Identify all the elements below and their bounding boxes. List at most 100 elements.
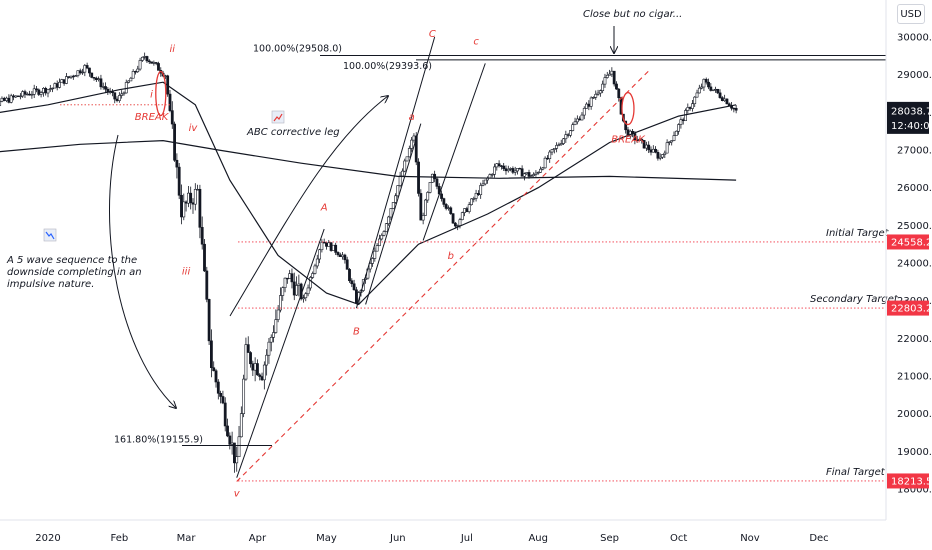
candle-up: [516, 168, 519, 172]
wave-label: iv: [189, 123, 199, 134]
candle-down: [44, 88, 48, 94]
candle-down: [451, 213, 455, 224]
current-price-label: 28038.7: [891, 106, 932, 117]
candle-down: [189, 192, 193, 204]
candle-up: [603, 77, 607, 85]
candle-down: [414, 135, 418, 163]
candle-down: [656, 151, 660, 159]
candle-up: [81, 71, 84, 74]
candle-up: [341, 254, 344, 258]
chart-note-icon-frame: [271, 110, 285, 124]
candle-up: [458, 219, 462, 226]
price-tick-label: 24000.0: [897, 259, 932, 270]
candle-up: [513, 170, 517, 173]
target-price-label: 22803.2: [891, 304, 932, 315]
candle-up: [407, 148, 411, 158]
curved-arrow: [229, 96, 388, 317]
candle-up: [529, 175, 533, 177]
candle-up: [237, 436, 241, 458]
candle-down: [12, 95, 15, 98]
candle-up: [288, 273, 292, 279]
candle-up: [460, 212, 464, 220]
target-label: Final Target: [826, 467, 886, 478]
candle-up: [428, 182, 432, 193]
wave-label: v: [234, 489, 241, 500]
target-price-tag: [887, 473, 929, 489]
wave-channel-line: [365, 123, 422, 305]
candle-up: [124, 82, 128, 94]
candle-down: [725, 98, 729, 105]
time-tick-label: Oct: [670, 533, 687, 544]
candle-down: [546, 157, 549, 160]
candle-up: [46, 89, 50, 94]
wave-channel-line: [236, 228, 325, 478]
candle-up: [644, 144, 648, 149]
candle-up: [21, 91, 25, 97]
candle-up: [76, 70, 80, 76]
candle-up: [555, 145, 559, 149]
candle-down: [168, 93, 172, 111]
candle-down: [292, 281, 296, 296]
candle-up: [276, 309, 280, 320]
candle-down: [449, 207, 453, 214]
candle-down: [256, 363, 259, 376]
candle-down: [352, 283, 356, 291]
candle-up: [569, 130, 572, 136]
price-tick-label: 22000.0: [897, 334, 932, 345]
candle-down: [233, 442, 236, 464]
chart-note-icon: [43, 228, 57, 242]
candle-down: [207, 299, 211, 342]
candle-up: [83, 65, 87, 73]
wave-label: BREAK: [611, 134, 646, 145]
time-tick-label: Jul: [460, 533, 473, 544]
candle-down: [180, 194, 183, 218]
candle-down: [16, 95, 20, 97]
candle-up: [389, 208, 393, 218]
time-tick-label: 2020: [35, 533, 60, 544]
candle-down: [55, 83, 59, 88]
candle-down: [260, 376, 264, 381]
candle-down: [640, 138, 644, 141]
time-axis[interactable]: 2020 Feb Mar Apr May Jun Jul Aug Sep Oct Nov Dec: [0, 519, 886, 544]
candle-up: [152, 62, 156, 64]
target-label: Secondary Target: [810, 294, 899, 305]
candle-up: [265, 354, 269, 366]
candle-up: [426, 192, 430, 201]
candle-up: [283, 277, 287, 288]
candle-up: [536, 172, 540, 174]
candle-up: [695, 92, 699, 98]
candle-up: [25, 93, 29, 96]
price-tick-label: 18000.0: [897, 485, 932, 496]
candle-up: [430, 173, 434, 183]
candle-down: [23, 91, 27, 95]
candle-down: [681, 119, 685, 122]
candle-down: [527, 172, 531, 177]
candle-up: [127, 80, 130, 83]
annotation-close-but-no-cigar: Close but no cigar...: [583, 9, 682, 20]
time-tick-label: Sep: [600, 533, 619, 544]
candle-up: [672, 135, 676, 141]
candle-down: [688, 107, 692, 109]
candle-up: [495, 163, 499, 168]
chart-note-icon-trend: [45, 231, 55, 240]
candle-up: [375, 245, 379, 252]
candle-up: [239, 413, 243, 438]
candle-down: [336, 252, 340, 256]
price-axis[interactable]: 18000.019000.020000.021000.022000.023000…: [885, 0, 932, 520]
candle-up: [244, 344, 248, 380]
candle-down: [624, 120, 628, 131]
wave-label: a: [409, 112, 415, 123]
candle-up: [306, 287, 310, 295]
candle-up: [129, 77, 133, 82]
candle-down: [184, 201, 188, 204]
candle-down: [465, 208, 469, 212]
candle-up: [543, 157, 547, 169]
candle-up: [5, 97, 8, 101]
wave-label: i: [150, 89, 153, 100]
candle-up: [122, 92, 126, 95]
currency-button[interactable]: USD: [897, 4, 925, 24]
time-tick-label: Feb: [110, 533, 128, 544]
candle-up: [523, 173, 526, 177]
candle-down: [354, 289, 358, 304]
